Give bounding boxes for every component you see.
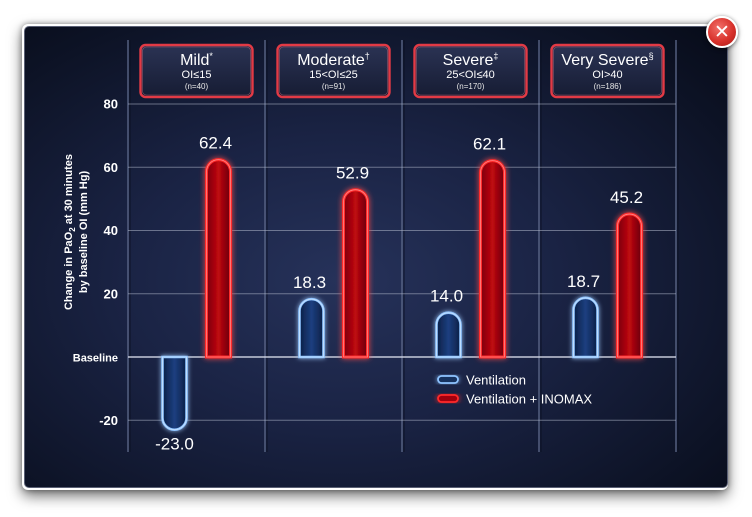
baseline-label: Baseline <box>73 353 118 365</box>
category-footnote-mark: § <box>649 51 654 61</box>
category-header-box <box>413 43 528 99</box>
inomax-bar-shape <box>479 159 506 359</box>
ventilation-bar <box>435 311 462 359</box>
ventilation-bar <box>298 297 325 359</box>
ventilation-bar-highlight <box>162 356 187 431</box>
ventilation-value-label: -23.0 <box>155 435 194 454</box>
ventilation-value-label: 18.7 <box>567 272 600 291</box>
category-title: Very Severe§ <box>561 51 653 69</box>
category-title-text: Severe <box>443 52 494 69</box>
category-title: Mild* <box>180 51 213 69</box>
ventilation-bar-shape <box>435 311 462 359</box>
inomax-bar-highlight <box>206 159 231 358</box>
inomax-bar-highlight <box>343 189 368 358</box>
category-footnote-mark: † <box>365 51 370 61</box>
ventilation-bar-highlight <box>573 297 598 358</box>
category-header-inner <box>553 46 662 96</box>
legend-swatch-inomax <box>437 394 459 403</box>
ventilation-bar <box>572 296 599 359</box>
category-sample-size: (n=40) <box>185 82 209 91</box>
inomax-bar-highlight <box>480 160 505 358</box>
inomax-bar <box>479 159 506 359</box>
category-header-inner <box>142 46 251 96</box>
category-sample-size: (n=91) <box>322 82 346 91</box>
category-header-box <box>139 43 254 99</box>
ventilation-bar <box>161 355 188 432</box>
legend-label-ventilation: Ventilation <box>466 373 526 388</box>
y-axis-title-part: Change in PaO <box>63 231 75 310</box>
category-sample-size: (n=186) <box>594 82 622 91</box>
y-tick-label: 80 <box>104 97 118 112</box>
category-oi-range: 25<OI≤40 <box>446 69 495 81</box>
category-oi-range: OI≤15 <box>182 69 212 81</box>
inomax-value-label: 52.9 <box>336 164 369 183</box>
ventilation-bar-shape <box>298 297 325 359</box>
category-oi-range: 15<OI≤25 <box>309 69 358 81</box>
y-axis-title-part: at 30 minutes <box>63 154 75 227</box>
category-footnote-mark: * <box>209 51 213 61</box>
category-header-inner <box>416 46 525 96</box>
close-icon[interactable]: ✕ <box>706 16 738 48</box>
inomax-bar <box>342 188 369 359</box>
category-title: Moderate† <box>297 51 370 69</box>
y-axis-title: Change in PaO2 at 30 minutes <box>63 154 77 310</box>
ventilation-value-label: 14.0 <box>430 287 463 306</box>
ventilation-bar-shape <box>572 296 599 359</box>
inomax-bar-shape <box>342 188 369 359</box>
category-title: Severe‡ <box>443 51 499 69</box>
inomax-bar <box>616 212 643 359</box>
y-tick-label: 20 <box>104 286 118 301</box>
inomax-value-label: 62.1 <box>473 135 506 154</box>
inomax-bar <box>205 158 232 359</box>
inomax-bar-highlight <box>617 213 642 358</box>
inomax-bar-shape <box>205 158 232 359</box>
y-tick-label: 60 <box>104 160 118 175</box>
y-tick-label: 40 <box>104 223 118 238</box>
inomax-value-label: 45.2 <box>610 188 643 207</box>
ventilation-bar-highlight <box>436 312 461 358</box>
y-tick-label: -20 <box>99 413 118 428</box>
inomax-bar-shape <box>616 212 643 359</box>
category-header-box <box>550 43 665 99</box>
chart-panel <box>24 26 728 488</box>
category-header-box <box>276 43 391 99</box>
category-footnote-mark: ‡ <box>493 51 498 61</box>
y-axis-title-subscript: 2 <box>68 227 77 232</box>
category-title-text: Mild <box>180 52 209 69</box>
legend-label-inomax: Ventilation + INOMAX <box>466 392 592 407</box>
y-axis-title-line-2: by baseline OI (mm Hg) <box>78 171 90 294</box>
category-header-inner <box>279 46 388 96</box>
inomax-value-label: 62.4 <box>199 134 232 153</box>
category-sample-size: (n=170) <box>457 82 485 91</box>
category-title-text: Moderate <box>297 52 365 69</box>
legend-swatch-ventilation <box>437 375 459 384</box>
ventilation-value-label: 18.3 <box>293 273 326 292</box>
ventilation-bar-shape <box>161 355 188 432</box>
ventilation-bar-highlight <box>299 298 324 358</box>
category-oi-range: OI>40 <box>592 69 622 81</box>
category-title-text: Very Severe <box>561 52 648 69</box>
